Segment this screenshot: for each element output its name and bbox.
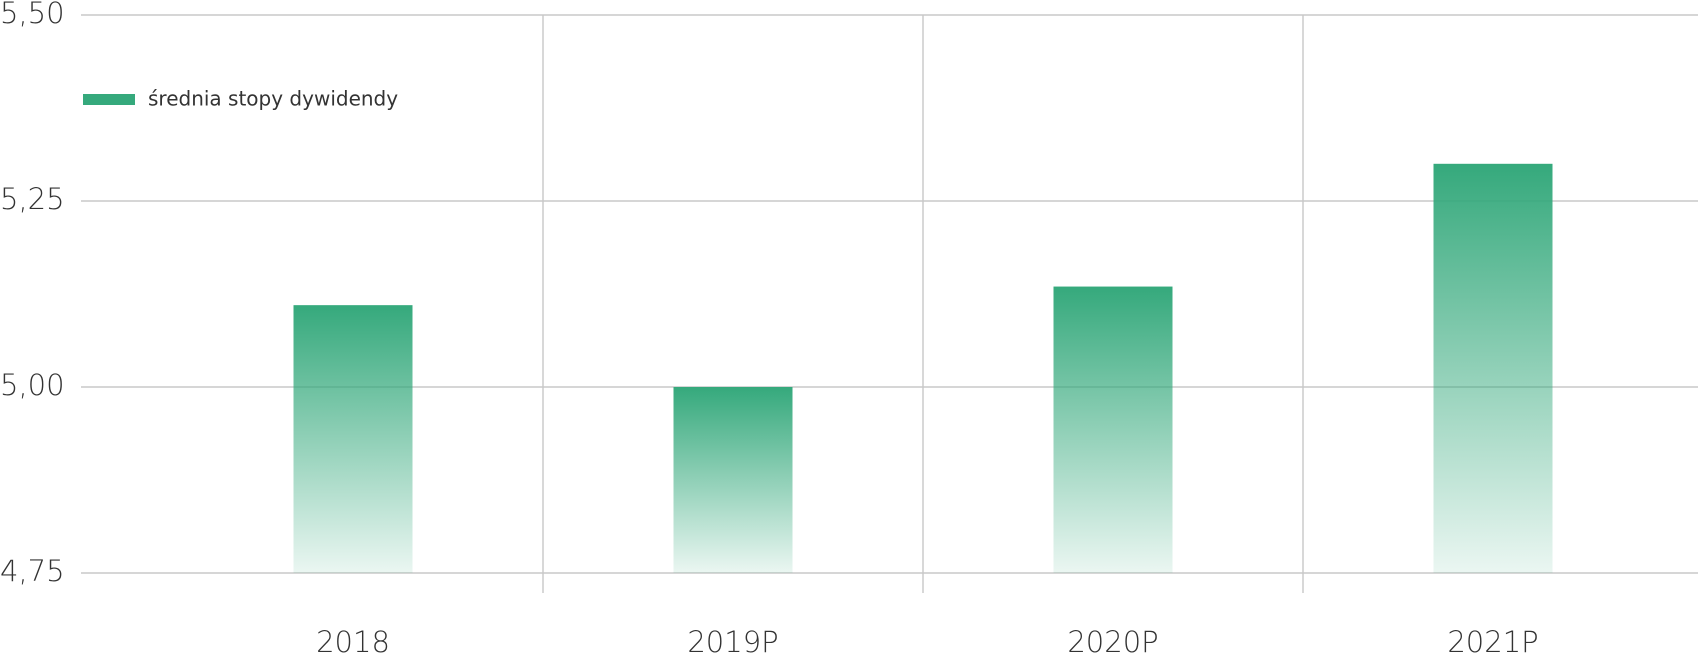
y-tick-label: 5,25 xyxy=(0,182,65,216)
x-tick-label: 2021P xyxy=(1447,625,1538,657)
legend-swatch xyxy=(83,94,135,105)
x-tick-label: 2018 xyxy=(316,625,390,657)
bar xyxy=(1433,163,1553,574)
bar xyxy=(673,387,793,573)
x-tick-label: 2019P xyxy=(687,625,778,657)
x-tick-label: 2020P xyxy=(1067,625,1158,657)
y-tick-label: 5,50 xyxy=(0,0,65,30)
y-tick-label: 4,75 xyxy=(0,554,65,588)
bar xyxy=(293,305,413,573)
y-tick-label: 5,00 xyxy=(0,368,65,402)
bar xyxy=(1053,286,1173,573)
legend-label: średnia stopy dywidendy xyxy=(148,87,398,111)
